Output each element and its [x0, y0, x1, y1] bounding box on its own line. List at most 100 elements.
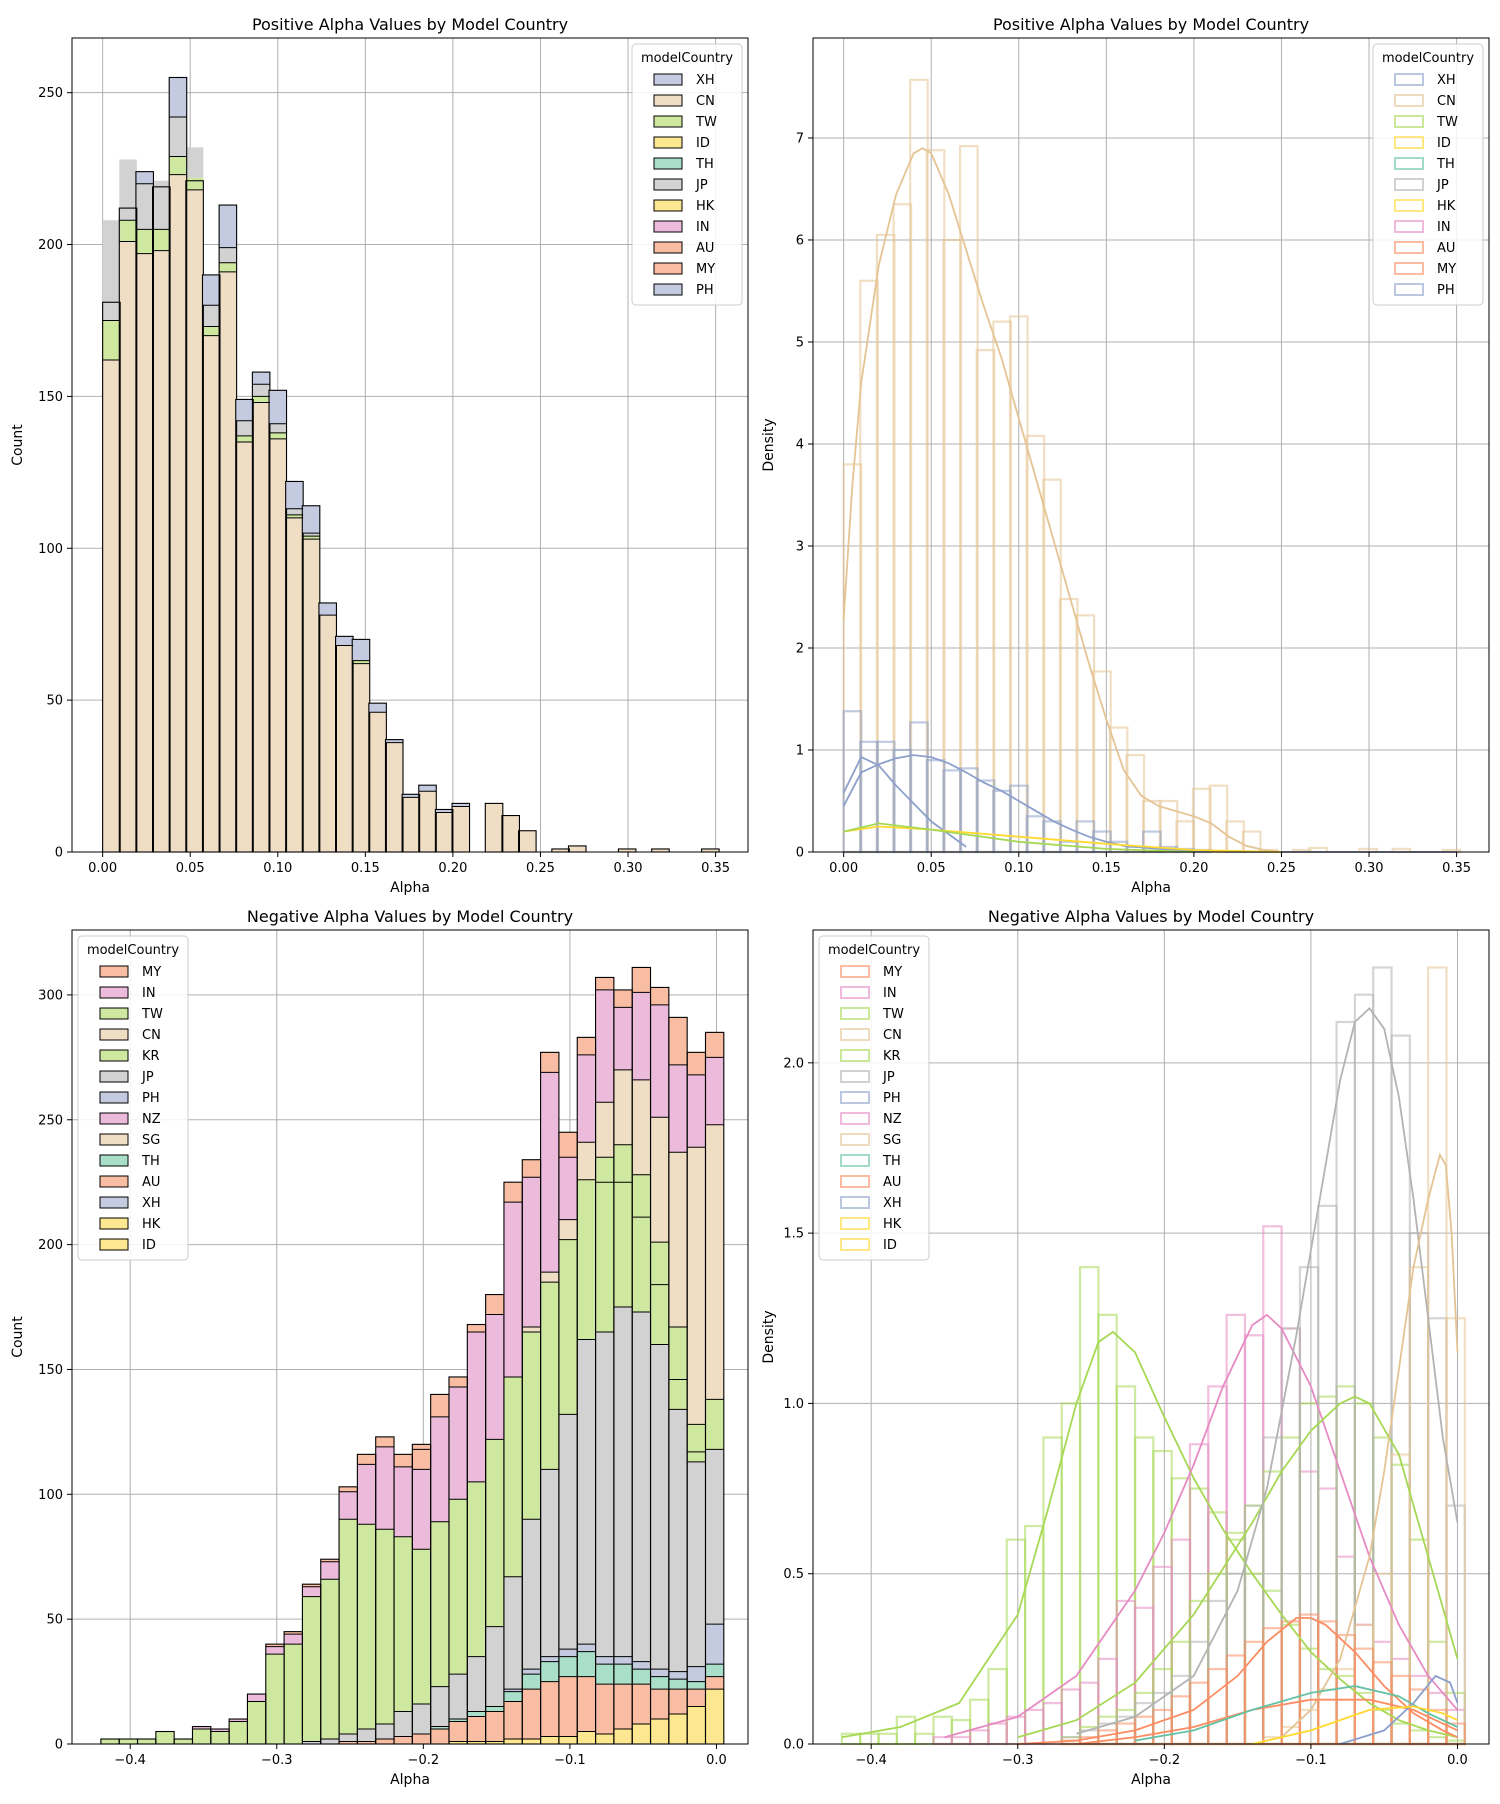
bar-KR-3 — [155, 1731, 175, 1744]
bar-KR-12 — [320, 1579, 340, 1740]
bar-MY-9 — [265, 1644, 285, 1647]
bar-XH-18 — [402, 794, 420, 798]
bar-TH-30 — [650, 1676, 669, 1690]
legend-swatch — [653, 199, 683, 212]
bar-MY-29 — [632, 967, 651, 993]
bar-JP-28 — [613, 1307, 633, 1657]
bar-KR-11 — [302, 1596, 321, 1742]
bar-MY-20 — [467, 1324, 486, 1333]
x-tick-label: 0.0 — [706, 1753, 727, 1768]
bar-AU-24 — [540, 1681, 559, 1737]
chart-panel-1: 0.00 0.05 0.10 0.15 0.20 0.25 0.30 0.35 0 50 100 15… — [10, 15, 749, 896]
bar-CN-20 — [435, 812, 453, 852]
bar-NZ-17 — [412, 1469, 431, 1550]
bar-TH-32 — [687, 1681, 706, 1690]
bar-KR-4 — [174, 1739, 193, 1744]
bar-JP-2 — [135, 183, 154, 230]
bar-MY-30 — [650, 987, 669, 1005]
bar-TH-26 — [577, 1651, 596, 1677]
bar-TW-1 — [119, 220, 137, 242]
legend-label: TH — [141, 1154, 160, 1169]
legend-box — [631, 43, 743, 306]
bar-JP-18 — [430, 1686, 449, 1727]
bar-JP-22 — [503, 1576, 523, 1690]
bar-MY-12 — [320, 1559, 340, 1562]
legend-swatch — [1394, 283, 1424, 296]
bar-NZ-7 — [229, 1719, 248, 1722]
axes-frame — [812, 929, 1490, 1745]
legend-swatch — [99, 1154, 129, 1167]
legend-swatch — [653, 115, 683, 128]
legend-swatch — [840, 986, 870, 999]
bar-NZ-27 — [595, 989, 614, 1103]
y-tick-label: 300 — [38, 988, 63, 1003]
chart-title: Negative Alpha Values by Model Country — [988, 907, 1314, 926]
legend-label: JP — [882, 1070, 895, 1085]
bar-NZ-11 — [302, 1586, 321, 1597]
y-tick-label: 250 — [38, 86, 63, 101]
bar-TW-11 — [285, 514, 304, 518]
bar-KR-0 — [100, 1739, 120, 1744]
bar-KR-32 — [687, 1451, 706, 1462]
bar-JP-33 — [705, 1449, 724, 1625]
bar-TW-27 — [595, 1157, 614, 1183]
bar-NZ-22 — [503, 1202, 523, 1377]
x-tick-label: −0.2 — [1149, 1753, 1181, 1768]
bar-ID-23 — [522, 1739, 541, 1744]
legend-swatch — [1394, 199, 1424, 212]
legend-label: PH — [883, 1091, 901, 1106]
bar-JP-12 — [320, 1739, 340, 1744]
bar-JP-32 — [687, 1461, 706, 1667]
x-tick-label: −0.1 — [1295, 1753, 1327, 1768]
x-tick-label: 0.30 — [1355, 861, 1384, 876]
x-tick-label: −0.2 — [408, 1753, 440, 1768]
kde-line-XH — [842, 754, 1457, 853]
legend-swatch — [840, 1049, 870, 1062]
bar-AU-25 — [558, 1676, 578, 1737]
bar-CN-3 — [152, 250, 171, 852]
bar-MY-16 — [394, 1454, 413, 1467]
legend-swatch — [840, 965, 870, 978]
bar-AU-32 — [687, 1689, 706, 1707]
bar-NZ-12 — [320, 1561, 340, 1580]
bar-TH-19 — [448, 1719, 468, 1722]
bar-SG-25 — [558, 1219, 578, 1240]
bar-ID-19 — [448, 1741, 468, 1744]
bar-AU-28 — [613, 1684, 633, 1730]
bar-JP-6 — [202, 305, 220, 327]
bar-TW-12 — [302, 536, 320, 540]
bar-CN-13 — [318, 615, 337, 852]
legend-swatch — [653, 241, 683, 254]
bar-NZ-25 — [558, 1157, 578, 1220]
legend-swatch — [1394, 178, 1424, 191]
bar-SG-26 — [577, 1142, 596, 1180]
bar-PH-32 — [687, 1666, 706, 1682]
legend-swatch — [840, 1091, 870, 1104]
bar-TH-21 — [485, 1706, 504, 1712]
legend-label: TW — [1436, 115, 1458, 130]
bar-KR-16 — [394, 1536, 413, 1712]
bar-XH-6 — [202, 274, 220, 306]
x-tick-label: 0.25 — [1267, 861, 1296, 876]
legend-swatch — [653, 262, 683, 275]
bar-CN-23 — [485, 803, 503, 852]
bar-AU-18 — [430, 1729, 449, 1744]
legend-box — [1372, 43, 1484, 306]
legend-swatch — [653, 94, 683, 107]
bar-NZ-21 — [485, 1314, 504, 1440]
bar-CN-4 — [169, 174, 187, 853]
legend-box — [818, 935, 930, 1261]
y-tick-label: 1 — [796, 743, 804, 758]
bar-CN-25 — [518, 830, 537, 852]
bar-KR-17 — [412, 1549, 431, 1705]
legend-label: MY — [696, 262, 715, 277]
y-tick-label: 150 — [38, 390, 63, 405]
bar-PH-29 — [632, 1661, 651, 1670]
bar-ID-30 — [650, 1719, 669, 1744]
y-tick-label: 50 — [46, 694, 63, 709]
legend-swatch — [653, 136, 683, 149]
bar-ID-29 — [632, 1724, 651, 1744]
bar-JP-4 — [169, 116, 187, 157]
bar-AU-29 — [632, 1684, 651, 1725]
